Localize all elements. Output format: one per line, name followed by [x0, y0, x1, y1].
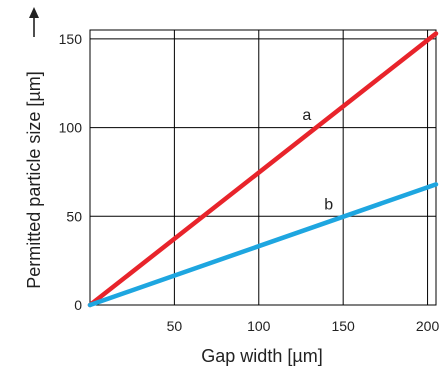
y-axis-arrow-head: [29, 7, 39, 18]
x-tick-label-100: 100: [247, 318, 271, 334]
x-tick-label-50: 50: [167, 318, 183, 334]
x-tick-label-150: 150: [331, 318, 355, 334]
series-lines: [87, 31, 439, 308]
series-label-a: a: [302, 107, 311, 124]
x-tick-labels: 50 100 150 200: [167, 318, 440, 334]
y-axis-label: Permitted particle size [µm]: [24, 71, 44, 288]
x-tick-label-200: 200: [416, 318, 440, 334]
plot-frame: [89, 29, 437, 306]
series-line-b: [87, 182, 439, 308]
y-tick-label-100: 100: [59, 120, 83, 136]
y-tick-label-150: 150: [59, 31, 83, 47]
series-label-b: b: [324, 197, 333, 214]
y-tick-label-0: 0: [74, 297, 82, 313]
series-labels: ab: [302, 107, 333, 213]
y-tick-labels: 0 50 100 150: [59, 31, 83, 313]
y-axis-title: Permitted particle size [µm]: [24, 7, 44, 289]
x-axis-label: Gap width [µm]: [201, 346, 322, 366]
series-line-a: [87, 31, 439, 308]
y-tick-label-50: 50: [66, 208, 82, 224]
